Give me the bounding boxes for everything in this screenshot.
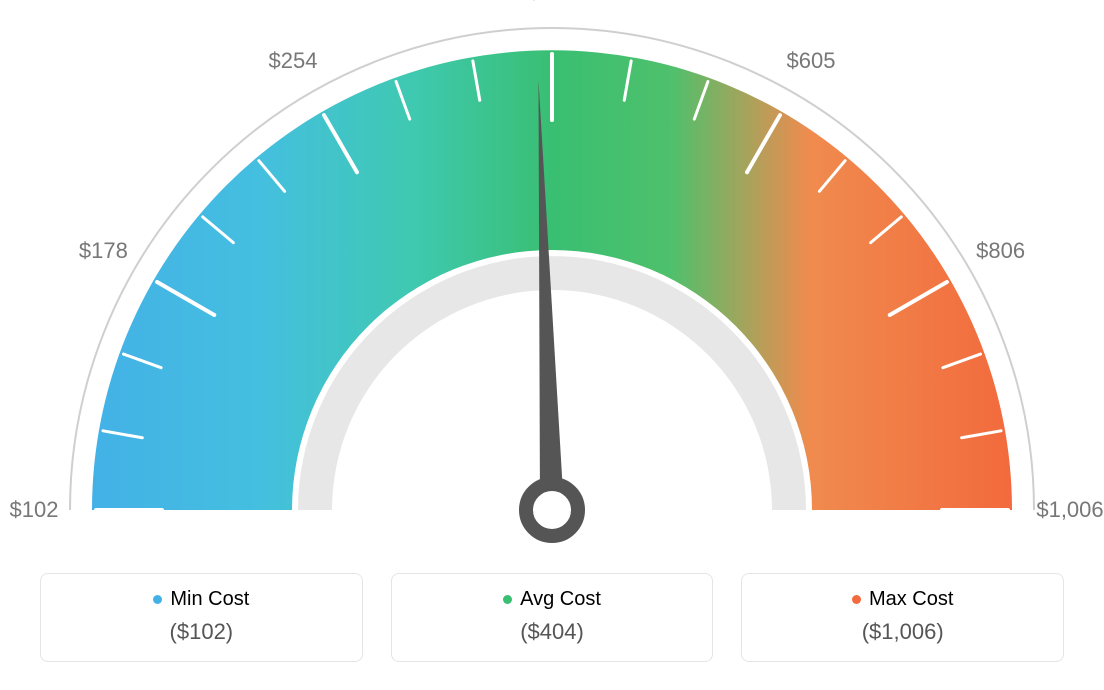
gauge-area: $102 $178 $254 $404 $605 $806 $1,006 [0,0,1104,560]
legend-label-avg: Avg Cost [503,588,601,611]
tick-label: $404 [528,0,577,5]
legend-value-min: ($102) [41,619,362,645]
tick-label: $605 [787,48,836,74]
legend-label-max: Max Cost [852,588,953,611]
legend-label-text: Max Cost [869,588,953,611]
dot-icon [852,595,861,604]
gauge-svg [0,0,1104,560]
legend-label-min: Min Cost [153,588,249,611]
legend-card-avg: Avg Cost ($404) [391,573,714,662]
legend-value-max: ($1,006) [742,619,1063,645]
legend-label-text: Avg Cost [520,588,601,611]
legend-card-max: Max Cost ($1,006) [741,573,1064,662]
dot-icon [153,595,162,604]
legend-value-avg: ($404) [392,619,713,645]
tick-label: $1,006 [1036,497,1103,523]
tick-label: $254 [269,48,318,74]
tick-label: $102 [10,497,59,523]
tick-label: $806 [976,238,1025,264]
tick-label: $178 [79,238,128,264]
legend: Min Cost ($102) Avg Cost ($404) Max Cost… [40,573,1064,662]
legend-card-min: Min Cost ($102) [40,573,363,662]
legend-label-text: Min Cost [170,588,249,611]
cost-gauge-chart: { "gauge": { "type": "gauge-semicircle",… [0,0,1104,690]
dot-icon [503,595,512,604]
